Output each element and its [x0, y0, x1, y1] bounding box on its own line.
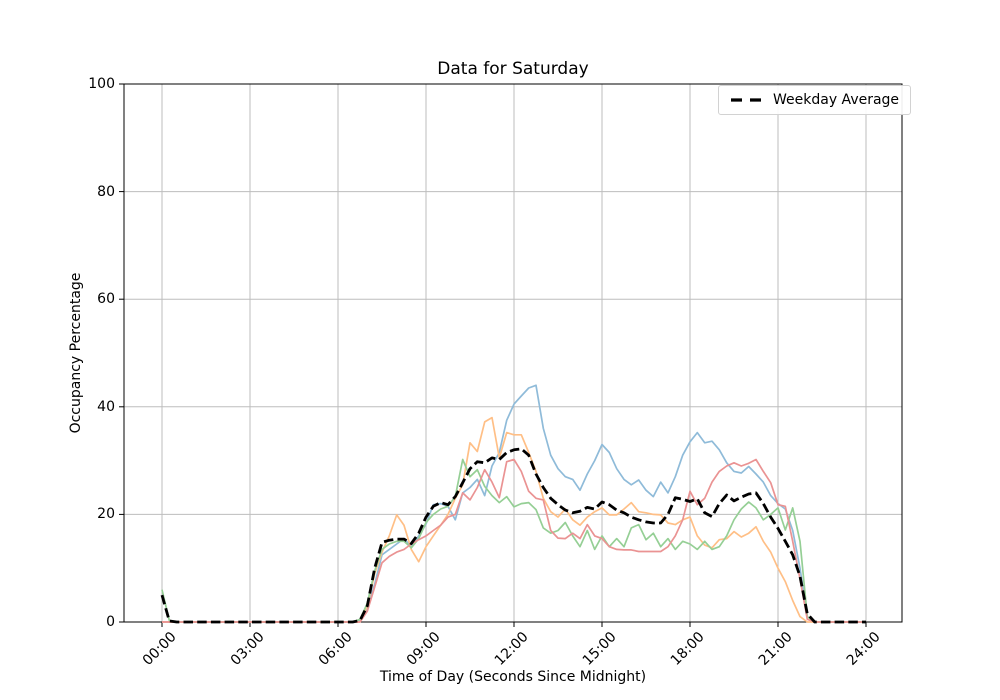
- y-tick-label: 20: [97, 506, 115, 523]
- y-tick-label: 100: [88, 76, 115, 92]
- legend: Weekday Average: [718, 85, 912, 115]
- chart-title: Data for Saturday: [437, 59, 589, 79]
- weekday-average-line: [160, 447, 866, 624]
- axes-spines: [123, 83, 903, 623]
- y-tick-label: 40: [97, 398, 115, 415]
- line-4-line: [162, 458, 866, 623]
- dashed-line-sample-icon: [731, 98, 763, 102]
- y-axis-label: Occupancy Percentage: [68, 272, 84, 434]
- y-tick-label: 0: [106, 614, 115, 630]
- y-tick-label: 80: [97, 183, 115, 200]
- y-tick-label: 60: [97, 291, 115, 308]
- legend-label: Weekday Average: [773, 92, 900, 108]
- x-axis-label: Time of Day (Seconds Since Midnight): [379, 669, 647, 685]
